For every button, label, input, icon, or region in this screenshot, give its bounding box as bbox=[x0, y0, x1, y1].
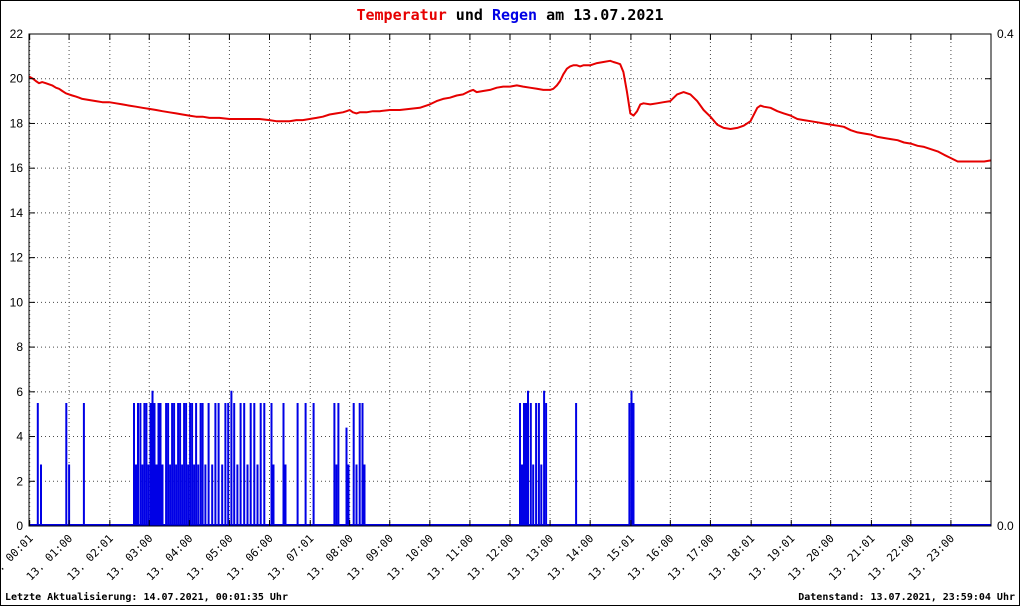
y-axis-tick-label: 18 bbox=[10, 116, 24, 130]
title-date-label: am 13.07.2021 bbox=[537, 6, 664, 24]
y-axis-tick-label: 14 bbox=[10, 206, 24, 220]
y-axis-tick-label: 12 bbox=[10, 251, 24, 265]
y-axis-tick-label: 6 bbox=[16, 385, 23, 399]
temperature-line bbox=[28, 59, 992, 163]
y-axis-tick-label: 4 bbox=[16, 430, 23, 444]
title-regen-label: Regen bbox=[491, 6, 538, 24]
y-axis-tick-label: 0 bbox=[16, 519, 23, 533]
y2-axis-tick-label: 0.0 bbox=[997, 519, 1014, 533]
y-axis-tick-label: 8 bbox=[16, 340, 23, 354]
chart-title: Temperatur und Regen am 13.07.2021 bbox=[1, 6, 1019, 24]
y-axis-tick-label: 2 bbox=[16, 474, 23, 488]
y-axis-tick-label: 10 bbox=[10, 295, 24, 309]
y2-axis-tick-label: 0.4 bbox=[997, 27, 1014, 41]
y-axis-tick-label: 20 bbox=[10, 72, 24, 86]
footer-last-update: Letzte Aktualisierung: 14.07.2021, 00:01… bbox=[5, 592, 288, 603]
y-axis-tick-label: 22 bbox=[10, 27, 24, 41]
title-temperatur-label: Temperatur bbox=[356, 6, 447, 24]
footer-data-state: Datenstand: 13.07.2021, 23:59:04 Uhr bbox=[798, 592, 1015, 603]
y-axis-tick-label: 16 bbox=[10, 161, 24, 175]
title-und-label: und bbox=[446, 6, 492, 24]
axis-ticks bbox=[29, 33, 991, 527]
rain-bars bbox=[36, 390, 635, 526]
